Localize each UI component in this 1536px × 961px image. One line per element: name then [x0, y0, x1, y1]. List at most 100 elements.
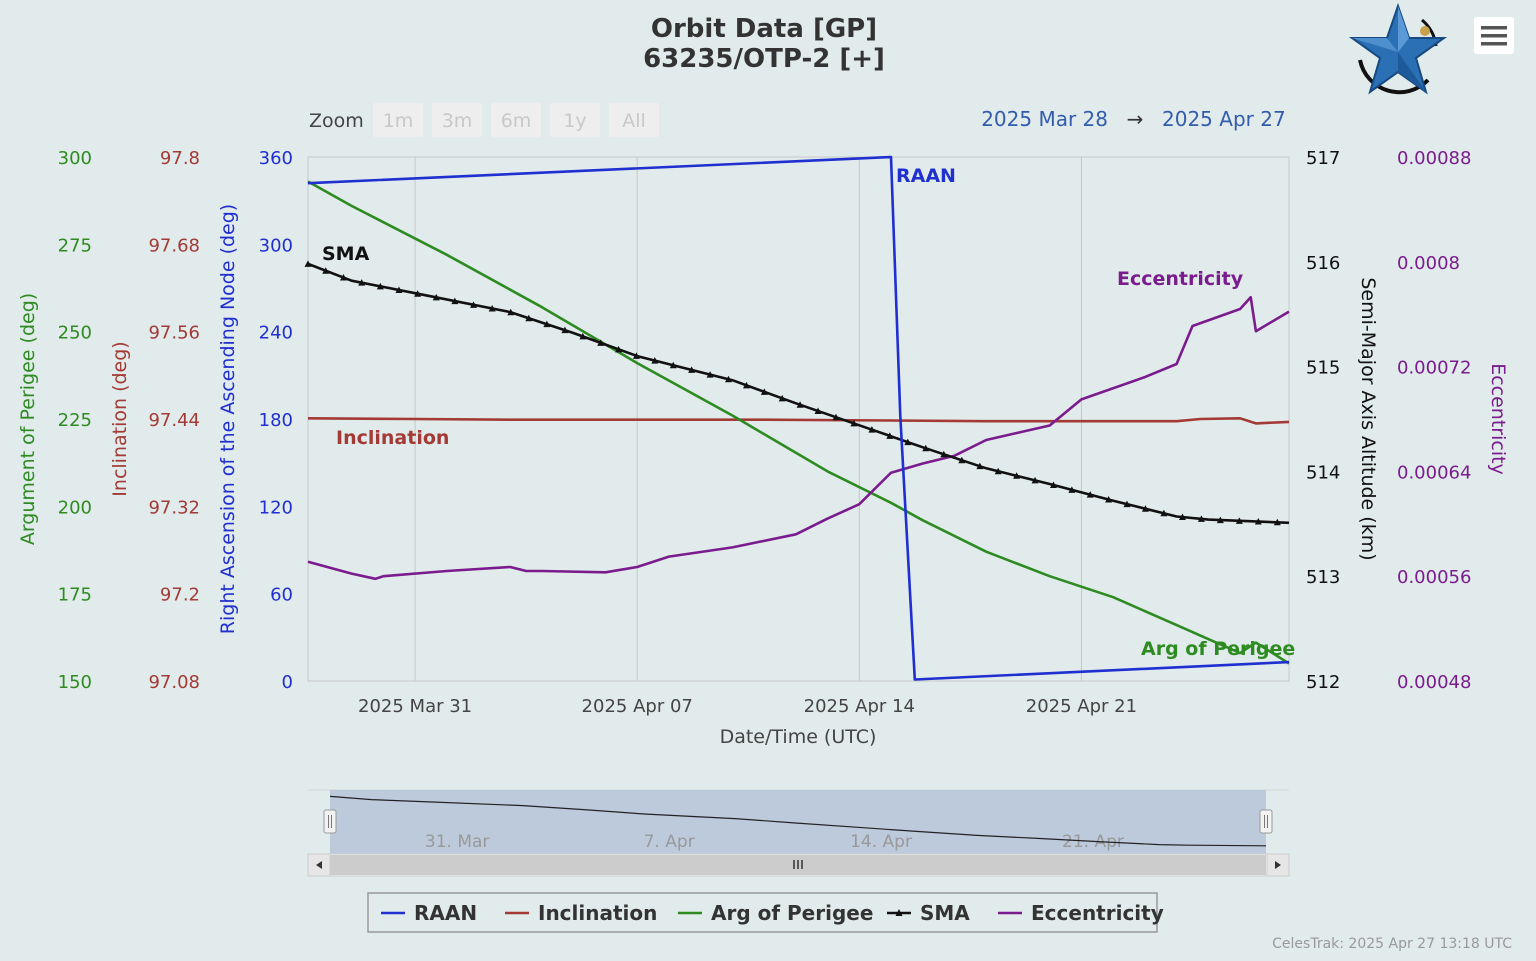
navigator-tick-label: 7. Apr: [644, 832, 695, 852]
zoom-button-label: 1y: [563, 110, 586, 132]
sma-point-marker: [451, 297, 459, 305]
zoom-label: Zoom: [309, 110, 364, 132]
sma-axis-title: Semi-Major Axis Altitude (km): [1357, 277, 1379, 560]
zoom-button-1m[interactable]: [373, 103, 423, 137]
aop-axis-title: Argument of Perigee (deg): [17, 293, 39, 545]
sma-tick-label: 513: [1306, 567, 1340, 588]
sma-point-marker: [488, 305, 496, 312]
inc-tick-label: 97.44: [148, 410, 200, 431]
raan-tick-label: 0: [282, 672, 293, 693]
hamburger-menu-icon[interactable]: [1474, 17, 1514, 54]
raan-axis-title: Right Ascension of the Ascending Node (d…: [217, 204, 239, 634]
credit-text[interactable]: CelesTrak: 2025 Apr 27 13:18 UTC: [1272, 936, 1512, 952]
chart-title-line1: Orbit Data [GP]: [651, 14, 877, 44]
sma-point-marker: [742, 381, 750, 389]
raan-tick-label: 120: [259, 497, 293, 518]
sma-point-marker: [814, 407, 822, 414]
legend-item-inclination[interactable]: Inclination: [505, 901, 657, 925]
sma-point-marker: [1273, 518, 1281, 526]
navigator[interactable]: 31. Mar 7. Apr 14. Apr 21. Apr: [307, 789, 1290, 877]
sma-tick-label: 516: [1306, 253, 1340, 274]
navigator-right-handle[interactable]: [1259, 809, 1273, 834]
raan-tick-label: 360: [259, 148, 293, 169]
sma-point-marker: [525, 314, 533, 322]
inc-tick-label: 97.8: [160, 148, 200, 169]
sma-point-marker: [1031, 476, 1039, 484]
zoom-button-3m[interactable]: [432, 103, 482, 137]
ecc-tick-label: 0.00048: [1397, 672, 1471, 693]
sma-point-marker: [632, 352, 640, 359]
aop-tick-label: 225: [58, 410, 92, 431]
legend-label: Inclination: [538, 901, 657, 925]
sma-point-marker: [470, 301, 478, 308]
sma-point-marker: [1068, 486, 1076, 493]
sma-point-marker: [976, 462, 984, 470]
sma-point-marker: [940, 450, 948, 458]
sma-point-marker: [886, 432, 894, 439]
legend-item-arg-of-perigee[interactable]: Arg of Perigee: [678, 901, 873, 925]
inc-tick-label: 97.2: [160, 585, 200, 606]
sma-point-marker: [1141, 505, 1149, 512]
sma-point-marker: [958, 456, 966, 464]
ecc-tick-label: 0.00056: [1397, 567, 1471, 588]
navigator-left-handle[interactable]: [323, 809, 337, 834]
sma-point-marker: [868, 426, 876, 433]
sma-point-marker: [414, 290, 422, 297]
sma-point-marker: [322, 267, 330, 274]
sma-point-marker: [651, 357, 659, 364]
sma-tick-label: 512: [1306, 672, 1340, 693]
navigator-selected-range[interactable]: [330, 790, 1266, 854]
sma-point-marker: [432, 293, 440, 301]
sma-point-marker: [1049, 481, 1057, 488]
zoom-button-all[interactable]: [609, 103, 659, 137]
sma-point-marker: [1254, 518, 1262, 525]
zoom-button-6m[interactable]: [491, 103, 541, 137]
legend-label: Eccentricity: [1031, 901, 1164, 925]
sma-point-marker: [339, 274, 347, 281]
sma-point-marker: [688, 366, 696, 373]
aop-tick-label: 250: [58, 323, 92, 344]
sma-point-marker: [904, 438, 912, 446]
sma-point-marker: [1123, 500, 1131, 508]
aop-tick-label: 275: [58, 235, 92, 256]
x-tick-label: 2025 Apr 21: [1026, 696, 1137, 717]
raan-tick-label: 300: [259, 235, 293, 256]
x-axis-title: Date/Time (UTC): [720, 726, 877, 748]
raan-tick-label: 180: [259, 410, 293, 431]
sma-point-marker: [778, 394, 786, 402]
grip-icon[interactable]: [793, 860, 803, 869]
sma-tick-label: 515: [1306, 358, 1340, 379]
legend-item-sma[interactable]: SMA: [887, 901, 970, 925]
inc-tick-label: 97.68: [148, 235, 200, 256]
zoom-button-1y[interactable]: [550, 103, 600, 137]
sma-point-marker: [395, 286, 403, 294]
legend-item-eccentricity[interactable]: Eccentricity: [998, 901, 1164, 925]
ecc-axis-title: Eccentricity: [1487, 363, 1509, 475]
aop-tick-label: 200: [58, 497, 92, 518]
date-range-from[interactable]: 2025 Mar 28: [981, 107, 1108, 131]
chart-title-line2[interactable]: 63235/OTP-2 [+]: [643, 44, 885, 74]
legend-label: RAAN: [414, 901, 477, 925]
sma-markers: [304, 260, 1281, 526]
series-label-raan: RAAN: [896, 165, 956, 187]
sma-point-marker: [1086, 491, 1094, 498]
series-line-inclination: [307, 417, 1290, 425]
celestrak-star-logo-icon[interactable]: [1348, 2, 1448, 95]
sma-point-marker: [561, 326, 569, 334]
zoom-button-label: 3m: [442, 110, 473, 132]
date-range-to[interactable]: 2025 Apr 27: [1162, 107, 1286, 131]
ecc-tick-label: 0.00072: [1397, 358, 1471, 379]
series-line-raan: [307, 155, 1290, 681]
arrow-right-icon[interactable]: [1266, 853, 1290, 877]
sma-point-marker: [615, 345, 623, 353]
navigator-tick-labels: 31. Mar 7. Apr 14. Apr 21. Apr: [425, 832, 1124, 852]
sma-point-marker: [760, 388, 768, 395]
x-tick-label: 2025 Apr 14: [804, 696, 915, 717]
inc-axis-title: Inclination (deg): [109, 341, 131, 496]
arrow-left-icon[interactable]: [307, 853, 331, 877]
sma-point-marker: [832, 413, 840, 421]
legend-box: [367, 892, 1158, 933]
legend-item-raan[interactable]: RAAN: [381, 901, 477, 925]
ecc-tick-label: 0.00088: [1397, 148, 1471, 169]
